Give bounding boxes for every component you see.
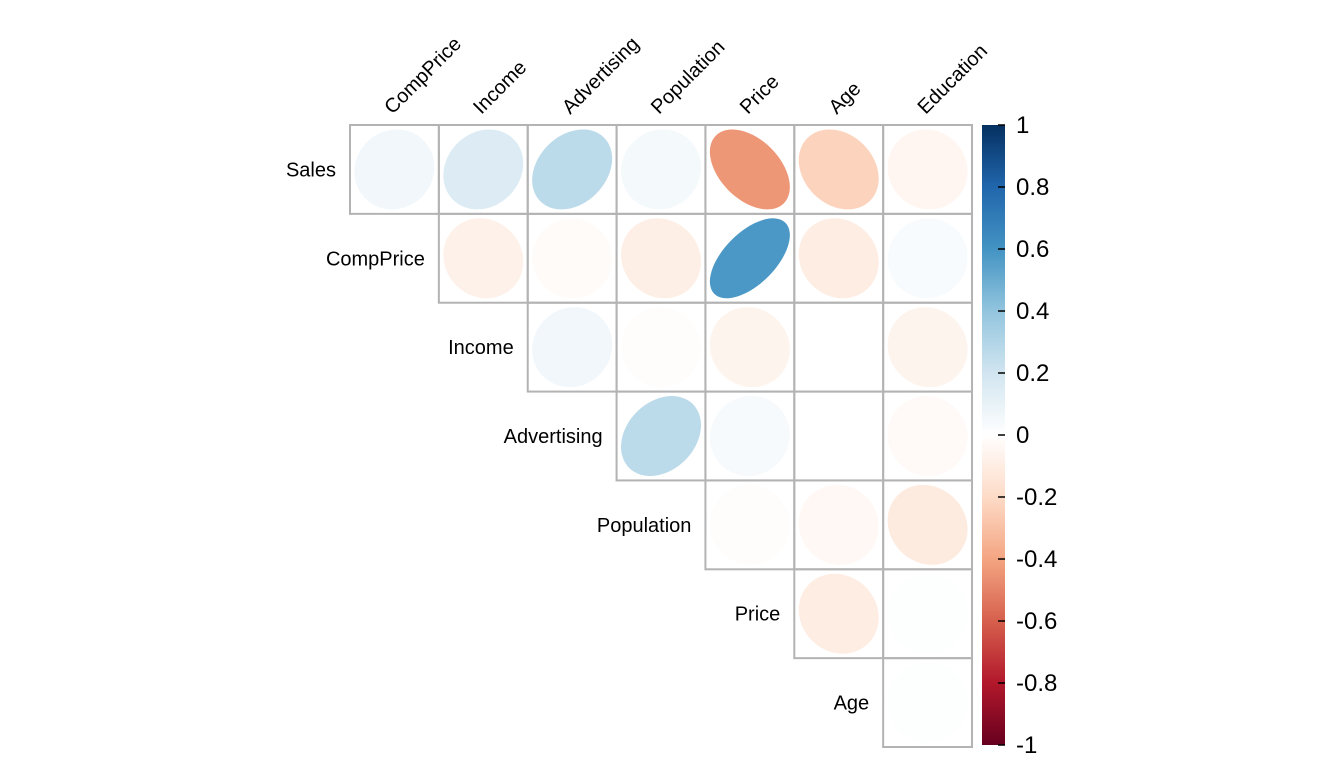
cell-price-education bbox=[882, 568, 974, 660]
cell-advertising-price bbox=[704, 390, 796, 482]
cell-population-price bbox=[704, 479, 796, 571]
row-label-population: Population bbox=[597, 515, 692, 537]
ellipse-mark bbox=[709, 396, 790, 476]
cell-sales-age bbox=[793, 124, 885, 215]
ellipse-mark bbox=[709, 129, 790, 210]
cell-population-age bbox=[793, 479, 885, 571]
col-label-income: Income bbox=[469, 57, 531, 119]
cell-age-education bbox=[882, 657, 974, 749]
colorbar-tick-label: 0 bbox=[1016, 422, 1029, 449]
colorbar-tick-label: -0.6 bbox=[1016, 608, 1057, 635]
ellipse-mark bbox=[443, 218, 524, 299]
cell-compprice-age bbox=[793, 212, 885, 304]
col-label-advertising: Advertising bbox=[558, 33, 644, 119]
colorbar-tick-label: 0.2 bbox=[1016, 360, 1049, 387]
ellipse-mark bbox=[798, 218, 879, 299]
ellipse-mark bbox=[798, 484, 879, 565]
row-label-advertising: Advertising bbox=[504, 426, 603, 448]
ellipse-mark bbox=[887, 662, 968, 743]
colorbar-tick-label: 1 bbox=[1016, 112, 1029, 139]
ellipse-mark bbox=[887, 307, 968, 388]
ellipse-mark bbox=[621, 218, 702, 299]
colorbar-tick-label: -0.4 bbox=[1016, 546, 1057, 573]
colorbar-tick-label: 0.4 bbox=[1016, 298, 1049, 325]
cell-income-price bbox=[704, 301, 796, 393]
cell-border bbox=[882, 657, 974, 749]
cell-price-age bbox=[793, 568, 885, 660]
colorbar-tick-label: 0.6 bbox=[1016, 236, 1049, 263]
col-label-compprice: CompPrice bbox=[380, 33, 466, 119]
ellipse-mark bbox=[887, 218, 968, 299]
cell-income-advertising bbox=[526, 301, 618, 393]
row-label-age: Age bbox=[834, 693, 870, 715]
ellipse-mark bbox=[709, 307, 790, 388]
ellipse-mark bbox=[798, 307, 879, 388]
cell-sales-advertising bbox=[526, 124, 618, 215]
colorbar-tick-label: -1 bbox=[1016, 732, 1037, 759]
ellipse-mark bbox=[709, 484, 790, 565]
cell-sales-compprice bbox=[349, 124, 440, 215]
cell-compprice-price bbox=[704, 212, 796, 304]
row-labels: Sales CompPrice Income Advertising Populatio… bbox=[286, 159, 869, 714]
ellipse-mark bbox=[532, 307, 613, 388]
colorbar-tick-label: -0.2 bbox=[1016, 484, 1057, 511]
ellipse-mark bbox=[798, 573, 879, 654]
cell-advertising-age bbox=[793, 390, 885, 482]
ellipse-mark bbox=[887, 573, 968, 654]
cell-sales-education bbox=[882, 124, 974, 215]
cell-sales-price bbox=[704, 124, 796, 215]
cell-sales-population bbox=[615, 124, 707, 215]
cell-compprice-education bbox=[882, 212, 974, 304]
ellipse-mark bbox=[709, 218, 790, 299]
cells-layer bbox=[349, 124, 974, 749]
ellipse-mark bbox=[887, 129, 968, 210]
ellipse-mark bbox=[621, 129, 701, 210]
cell-income-population bbox=[615, 301, 707, 393]
col-label-education: Education bbox=[914, 40, 992, 118]
cell-compprice-population bbox=[615, 212, 707, 304]
col-label-age: Age bbox=[825, 78, 866, 119]
ellipse-mark bbox=[621, 307, 702, 388]
ellipse-mark bbox=[532, 129, 613, 210]
row-label-price: Price bbox=[735, 604, 781, 626]
col-label-price: Price bbox=[736, 71, 784, 119]
col-label-population: Population bbox=[647, 36, 729, 118]
row-label-sales: Sales bbox=[286, 159, 336, 181]
ellipse-mark bbox=[621, 396, 701, 476]
ellipse-mark bbox=[532, 218, 613, 299]
ellipse-mark bbox=[798, 396, 879, 477]
cell-advertising-population bbox=[615, 390, 707, 482]
row-label-compprice: CompPrice bbox=[326, 248, 425, 270]
ellipse-mark bbox=[798, 129, 879, 210]
ellipse-mark bbox=[887, 484, 968, 565]
colorbar-gradient bbox=[982, 125, 1005, 745]
cell-population-education bbox=[882, 479, 974, 571]
column-labels: CompPrice Income Advertising Population Pric… bbox=[380, 33, 992, 119]
ellipse-mark bbox=[887, 396, 968, 476]
cell-income-age bbox=[793, 301, 885, 393]
cell-advertising-education bbox=[882, 390, 974, 482]
cell-compprice-advertising bbox=[526, 212, 618, 304]
ellipse-mark bbox=[354, 129, 435, 210]
cell-compprice-income bbox=[437, 212, 529, 304]
cell-sales-income bbox=[437, 124, 529, 215]
row-label-income: Income bbox=[448, 337, 514, 359]
colorbar-tick-label: 0.8 bbox=[1016, 174, 1049, 201]
ellipse-mark bbox=[443, 129, 524, 210]
colorbar-tick-label: -0.8 bbox=[1016, 670, 1057, 697]
colorbar: 1 0.8 0.6 0.4 0.2 0 -0.2 -0.4 -0.6 -0.8 -1 bbox=[982, 112, 1057, 759]
cell-income-education bbox=[882, 301, 974, 393]
